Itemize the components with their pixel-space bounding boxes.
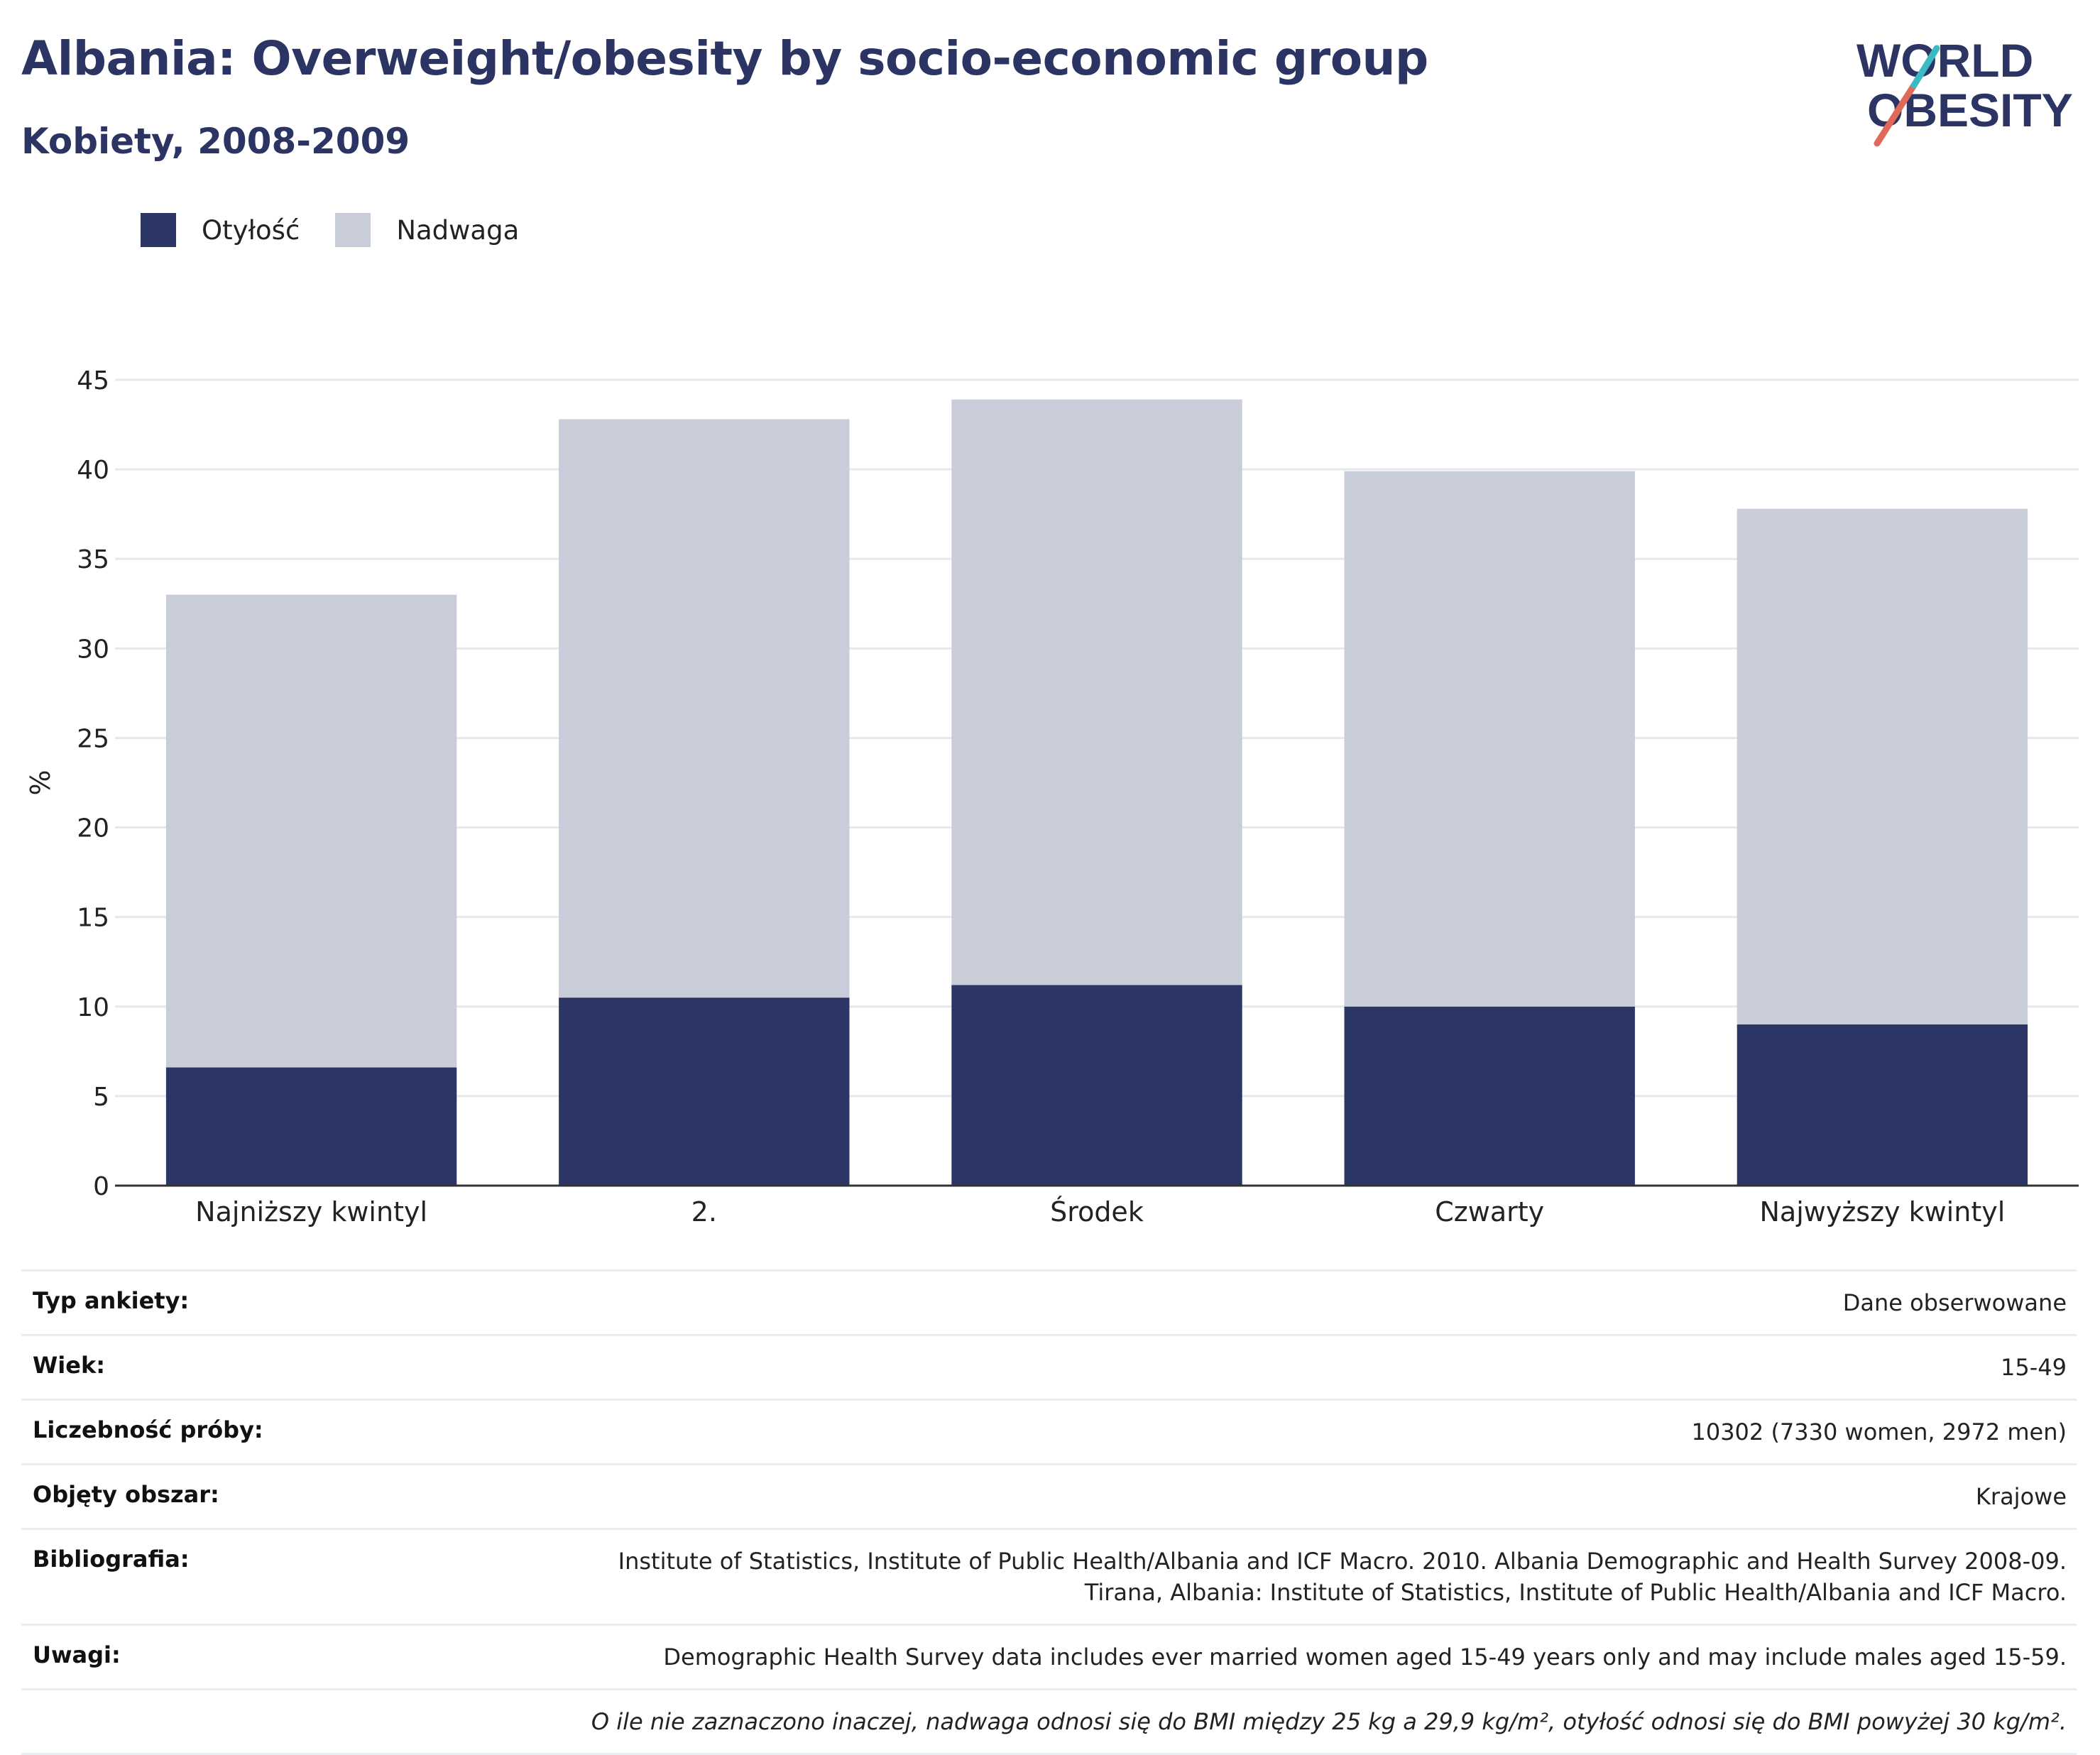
info-value: 15-49 [2001, 1354, 2067, 1381]
info-row-age: Wiek: 15-49 [21, 1334, 2077, 1399]
info-row-bibliography: Bibliografia: Institute of Statistics, I… [21, 1528, 2077, 1624]
bar-segment-overweight [951, 399, 1242, 985]
legend-item-obesity: Otyłość [141, 213, 300, 247]
y-axis-label: % [25, 770, 56, 795]
page-title: Albania: Overweight/obesity by socio-eco… [21, 31, 1428, 86]
legend-item-overweight: Nadwaga [335, 213, 519, 247]
y-tick-label: 10 [77, 993, 109, 1022]
bar-segment-obesity [1344, 1006, 1635, 1186]
bar-segment-obesity [1737, 1024, 2028, 1186]
chart-legend: Otyłość Nadwaga [141, 210, 554, 250]
y-tick-label: 0 [93, 1172, 109, 1201]
y-tick-label: 40 [77, 456, 109, 485]
info-row-area-covered: Objęty obszar: Krajowe [21, 1463, 2077, 1528]
info-value: Demographic Health Survey data includes … [663, 1644, 2067, 1671]
info-row-notes: Uwagi: Demographic Health Survey data in… [21, 1624, 2077, 1688]
legend-label-obesity: Otyłość [202, 214, 300, 246]
info-row-sample-size: Liczebność próby: 10302 (7330 women, 297… [21, 1399, 2077, 1463]
bar-segment-overweight [1344, 471, 1635, 1007]
info-value: Institute of Statistics, Institute of Pu… [618, 1548, 2067, 1606]
info-key: Typ ankiety: [33, 1287, 190, 1314]
y-tick-label: 5 [93, 1083, 109, 1112]
y-tick-label: 30 [77, 635, 109, 664]
y-tick-label: 20 [77, 814, 109, 843]
info-key: Wiek: [33, 1352, 106, 1379]
x-tick-label: Najniższy kwintyl [195, 1196, 427, 1228]
bar-segment-overweight [559, 419, 850, 998]
info-table: Typ ankiety: Dane obserwowane Wiek: 15-4… [21, 1269, 2077, 1755]
y-tick-label: 25 [77, 724, 109, 753]
legend-label-overweight: Nadwaga [396, 214, 520, 246]
y-tick-label: 15 [77, 904, 109, 933]
legend-swatch-obesity [141, 213, 176, 247]
bar-segment-obesity [559, 997, 850, 1186]
x-tick-label: Środek [1050, 1196, 1144, 1228]
y-tick-label: 35 [77, 545, 109, 574]
page-subtitle: Kobiety, 2008-2009 [21, 121, 410, 162]
info-key: Uwagi: [33, 1641, 121, 1668]
x-tick-label: Najwyższy kwintyl [1760, 1196, 2006, 1228]
y-tick-label: 45 [77, 366, 109, 395]
x-tick-label: 2. [691, 1196, 717, 1228]
bar-segment-overweight [165, 594, 457, 1068]
info-value: 10302 (7330 women, 2972 men) [1691, 1418, 2067, 1445]
x-tick-label: Czwarty [1435, 1196, 1544, 1228]
bar-segment-overweight [1737, 508, 2028, 1024]
bar-segment-obesity [165, 1067, 457, 1186]
info-key: Objęty obszar: [33, 1481, 219, 1508]
info-key: Bibliografia: [33, 1546, 190, 1573]
info-row-survey-type: Typ ankiety: Dane obserwowane [21, 1269, 2077, 1334]
footnote-text: O ile nie zaznaczono inaczej, nadwaga od… [591, 1708, 2067, 1735]
info-value: Krajowe [1975, 1483, 2067, 1510]
info-value: Dane obserwowane [1842, 1289, 2067, 1316]
bar-segment-obesity [951, 985, 1242, 1186]
svg-text:WORLD: WORLD [1856, 34, 2033, 87]
info-key: Liczebność próby: [33, 1416, 263, 1443]
legend-swatch-overweight [335, 213, 371, 247]
world-obesity-logo: WORLD OBESITY [1856, 34, 2073, 147]
bar-chart: 0 5 10 15 20 25 30 35 40 45% Najniższy kwintyl 2. Śr… [25, 366, 2079, 1228]
info-row-footnote: O ile nie zaznaczono inaczej, nadwaga od… [21, 1688, 2077, 1755]
